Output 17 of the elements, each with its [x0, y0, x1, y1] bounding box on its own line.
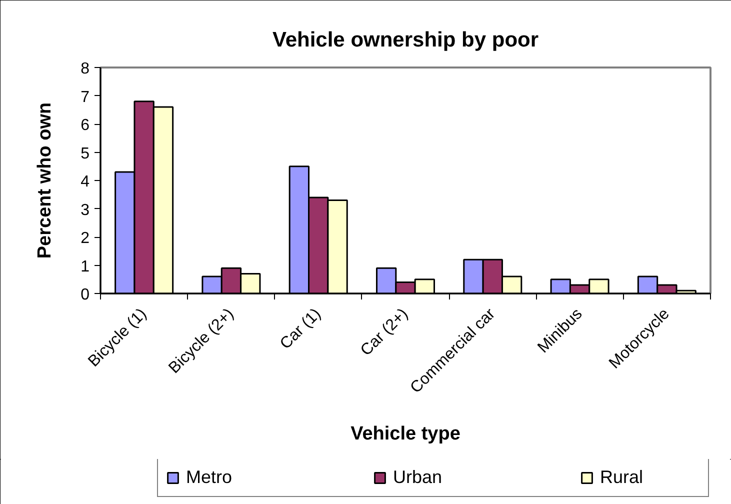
- y-tick-label: 3: [80, 202, 90, 219]
- x-axis-title: Vehicle type: [350, 424, 460, 445]
- y-tick-label: 8: [80, 60, 90, 78]
- chart-title: Vehicle ownership by poor: [272, 28, 539, 52]
- legend-label: Metro: [186, 467, 234, 488]
- x-tick-label: Car (1): [277, 305, 324, 353]
- legend-label: Urban: [393, 467, 444, 488]
- y-tick-label: 1: [80, 258, 90, 276]
- y-tick-label: 4: [80, 174, 90, 190]
- y-tick-label: 7: [80, 88, 90, 106]
- y-tick-label: 2: [80, 230, 90, 247]
- x-tick-label: Car (2+): [358, 305, 412, 360]
- legend-label: Rural: [600, 467, 644, 488]
- y-axis-title: Percent who own: [34, 102, 56, 259]
- y-tick-label: 5: [80, 145, 90, 162]
- y-tick-label: 0: [80, 286, 90, 304]
- y-tick-label: 6: [80, 117, 90, 134]
